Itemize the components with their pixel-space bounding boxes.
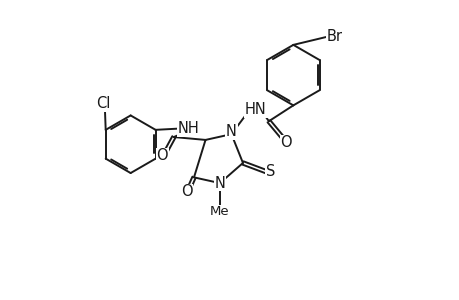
Text: N: N (225, 124, 236, 139)
Text: Me: Me (210, 206, 229, 218)
Text: O: O (180, 184, 192, 199)
Text: Br: Br (326, 29, 342, 44)
Text: N: N (214, 176, 225, 190)
Text: HN: HN (245, 102, 266, 117)
Text: Cl: Cl (96, 96, 110, 111)
Text: O: O (280, 135, 291, 150)
Text: O: O (156, 148, 168, 163)
Text: S: S (265, 164, 274, 179)
Text: NH: NH (177, 121, 199, 136)
